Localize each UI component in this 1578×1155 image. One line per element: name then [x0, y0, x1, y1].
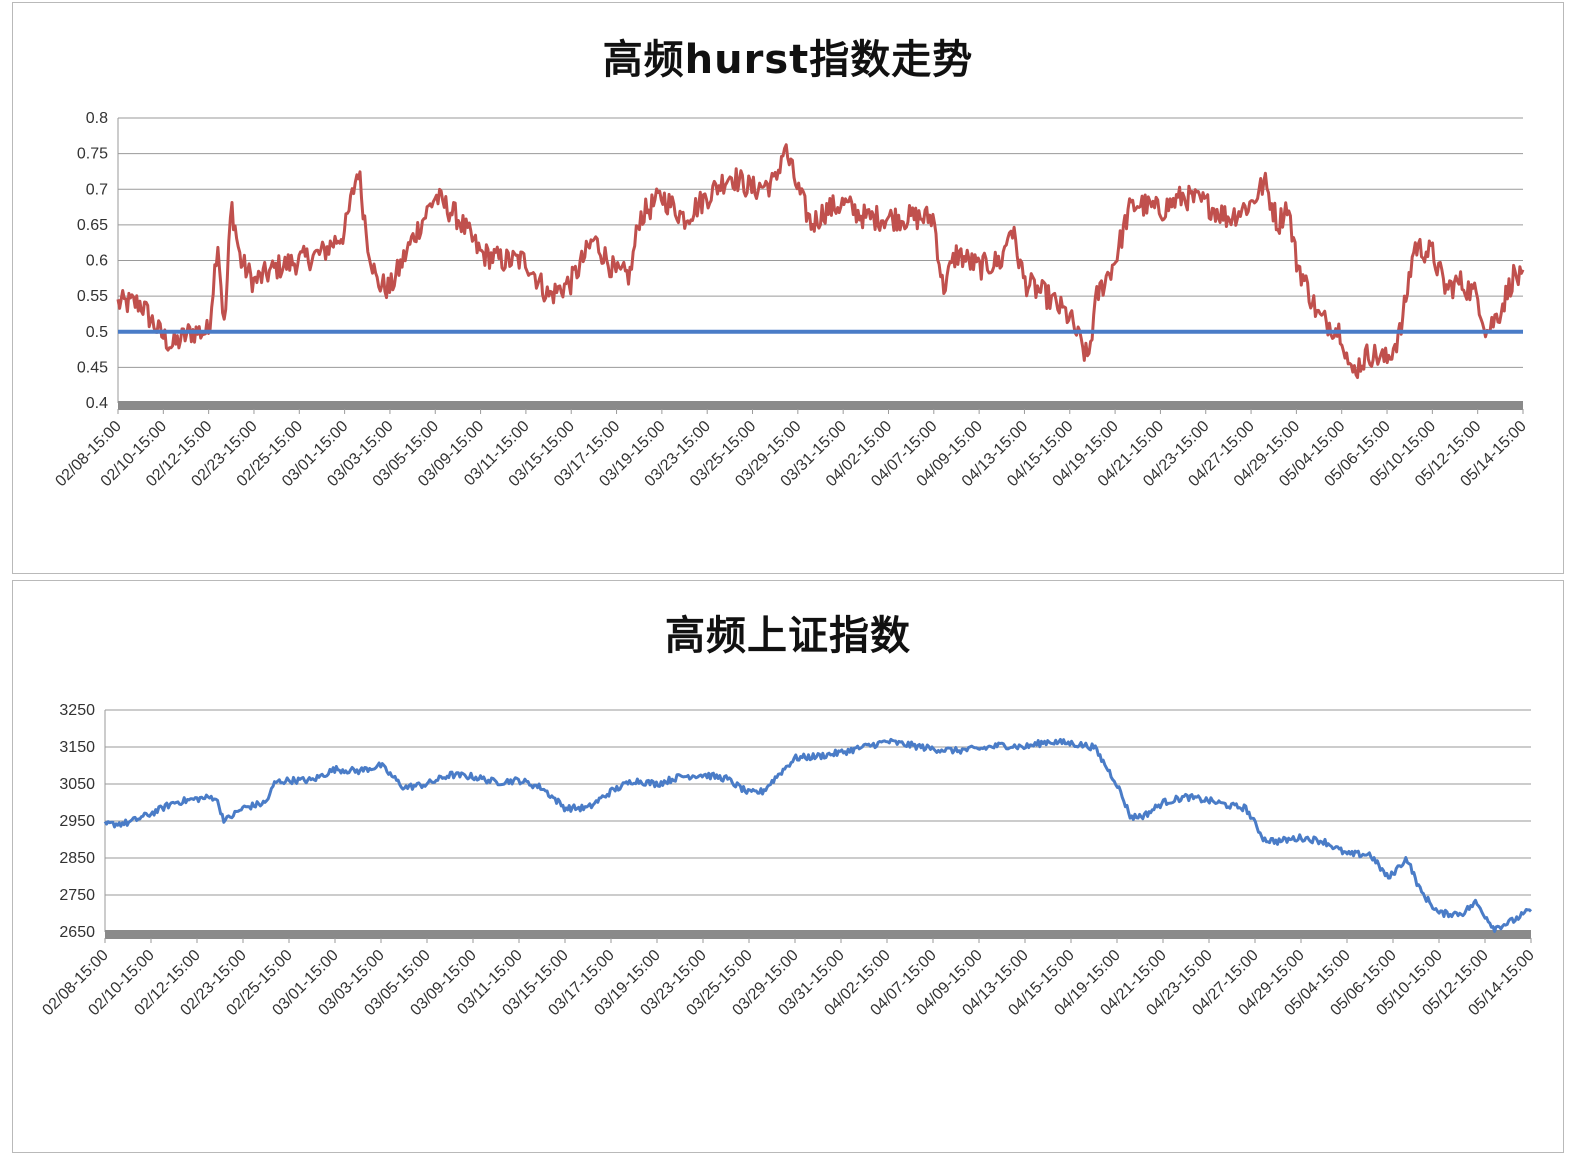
hurst-series-line: [116, 143, 1525, 380]
y-axis: 2650 2750 2850 2950 3050 3150 3250: [59, 702, 1531, 941]
y-tick-label: 0.65: [77, 217, 108, 234]
y-tick-label: 0.5: [86, 324, 108, 341]
y-axis: 0.4 0.45 0.5 0.55 0.6 0.65 0.7 0.75 0.8: [77, 110, 1523, 412]
y-tick-label: 0.45: [77, 359, 108, 376]
hurst-chart-panel: 高频hurst指数走势 0.4 0.45 0.5 0.55 0.6 0.65 0.7 0.75…: [12, 2, 1564, 574]
y-tick-label: 0.6: [86, 253, 108, 270]
y-tick-label: 0.55: [77, 288, 108, 305]
y-tick-label: 0.7: [86, 181, 108, 198]
y-tick-label: 2650: [59, 924, 95, 941]
y-tick-label: 2750: [59, 887, 95, 904]
y-tick-label: 3250: [59, 702, 95, 719]
x-axis-band: [105, 930, 1531, 939]
y-tick-label: 3050: [59, 776, 95, 793]
y-tick-label: 0.75: [77, 146, 108, 163]
y-tick-label: 0.8: [86, 110, 108, 127]
index-chart-panel: 高频上证指数 2650 2750 2850 2950 3050 3150 3250 02/08…: [12, 580, 1564, 1153]
chart-title: 高频上证指数: [665, 613, 911, 659]
index-series-line: [103, 737, 1533, 933]
y-tick-label: 2950: [59, 813, 95, 830]
x-axis-band: [118, 401, 1523, 410]
hurst-chart-plot: 0.4 0.45 0.5 0.55 0.6 0.65 0.7 0.75 0.8 02/08-15:…: [52, 110, 1530, 490]
x-axis: 02/08-15:0002/10-15:0002/12-15:0002/23-1…: [52, 409, 1530, 490]
y-tick-label: 0.4: [86, 395, 108, 412]
y-tick-label: 2850: [59, 850, 95, 867]
index-chart-plot: 2650 2750 2850 2950 3050 3150 3250 02/08-15:000…: [39, 702, 1538, 1019]
x-axis: 02/08-15:0002/10-15:0002/12-15:0002/23-1…: [39, 938, 1538, 1019]
y-tick-label: 3150: [59, 739, 95, 756]
chart-title: 高频hurst指数走势: [602, 37, 974, 83]
